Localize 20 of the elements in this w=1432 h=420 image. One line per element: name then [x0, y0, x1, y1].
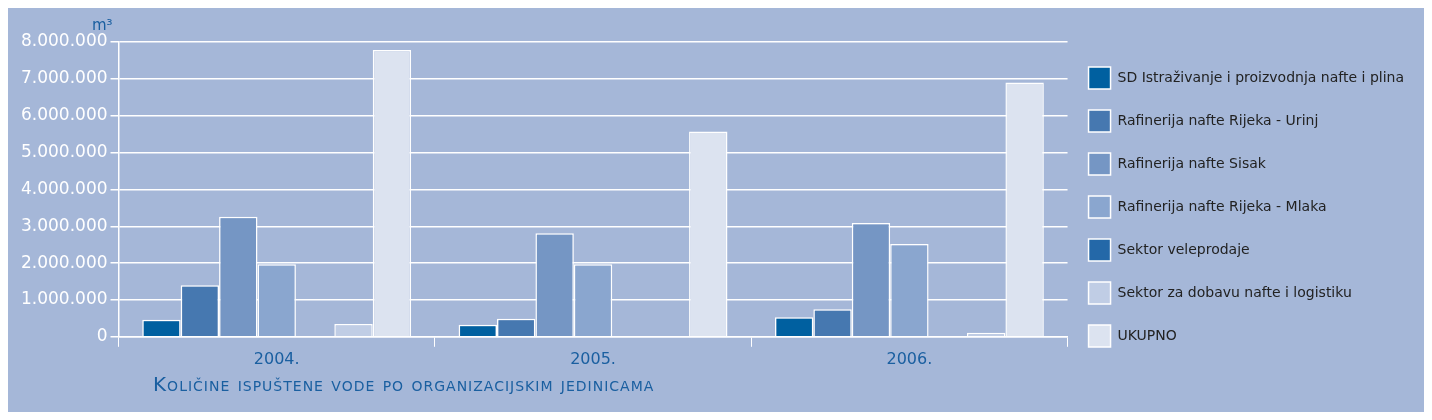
- y-tick-label: 0: [96, 325, 108, 346]
- legend-label: Rafinerija nafte Rijeka - Urinj: [1117, 111, 1319, 128]
- y-tick-label: 5.000.000: [20, 140, 108, 161]
- y-tick-label: 1.000.000: [20, 288, 108, 309]
- y-tick-label: 4.000.000: [20, 177, 108, 198]
- y-tick-label: 3.000.000: [20, 214, 108, 235]
- y-tick-label: 2.000.000: [20, 251, 108, 272]
- text: Količine ispuštene vode po organizacijskim jedinicama: [152, 372, 656, 396]
- legend-label: Rafinerija nafte Rijeka - Mlaka: [1117, 197, 1327, 214]
- x-tick-label: 2004.: [253, 348, 300, 368]
- legend-label: UKUPNO: [1117, 326, 1177, 343]
- legend-label: SD Istraživanje i proizvodnja nafte i plina: [1117, 68, 1405, 85]
- x-tick-label: 2005.: [570, 348, 616, 368]
- y-tick-label: 7.000.000: [20, 67, 108, 88]
- y-tick-label: 8.000.000: [20, 30, 108, 51]
- legend-label: Rafinerija nafte Sisak: [1117, 154, 1267, 171]
- legend-label: Sektor za dobavu nafte i logistiku: [1117, 283, 1352, 300]
- legend-label: Sektor veleprodaje: [1117, 240, 1250, 257]
- y-tick-label: 6.000.000: [20, 104, 108, 125]
- x-tick-label: 2006.: [886, 348, 933, 368]
